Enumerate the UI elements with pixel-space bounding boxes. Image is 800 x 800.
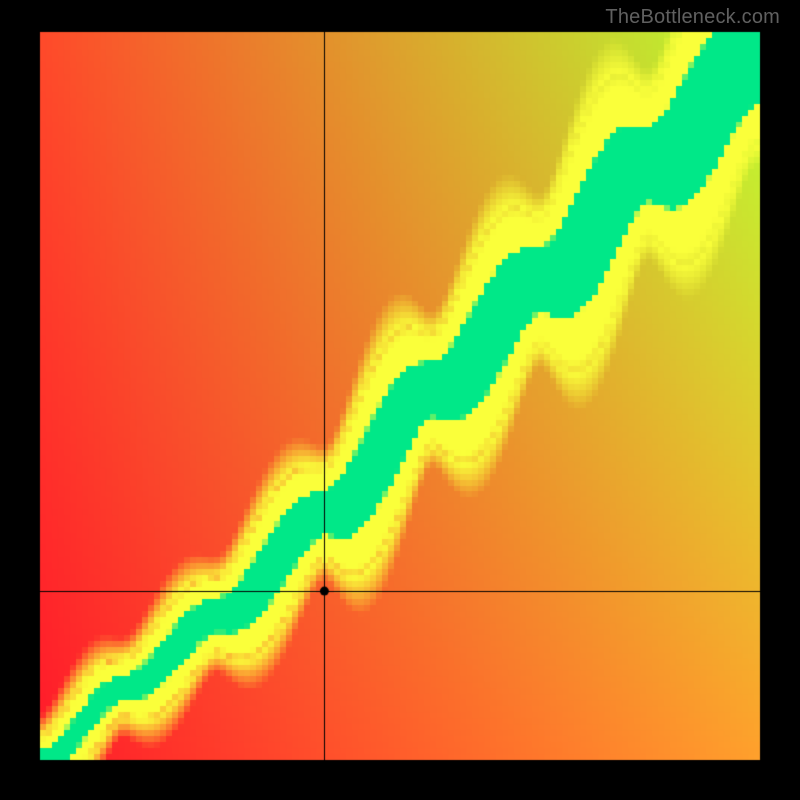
- watermark-text: TheBottleneck.com: [605, 6, 780, 29]
- bottleneck-heatmap: [0, 0, 800, 800]
